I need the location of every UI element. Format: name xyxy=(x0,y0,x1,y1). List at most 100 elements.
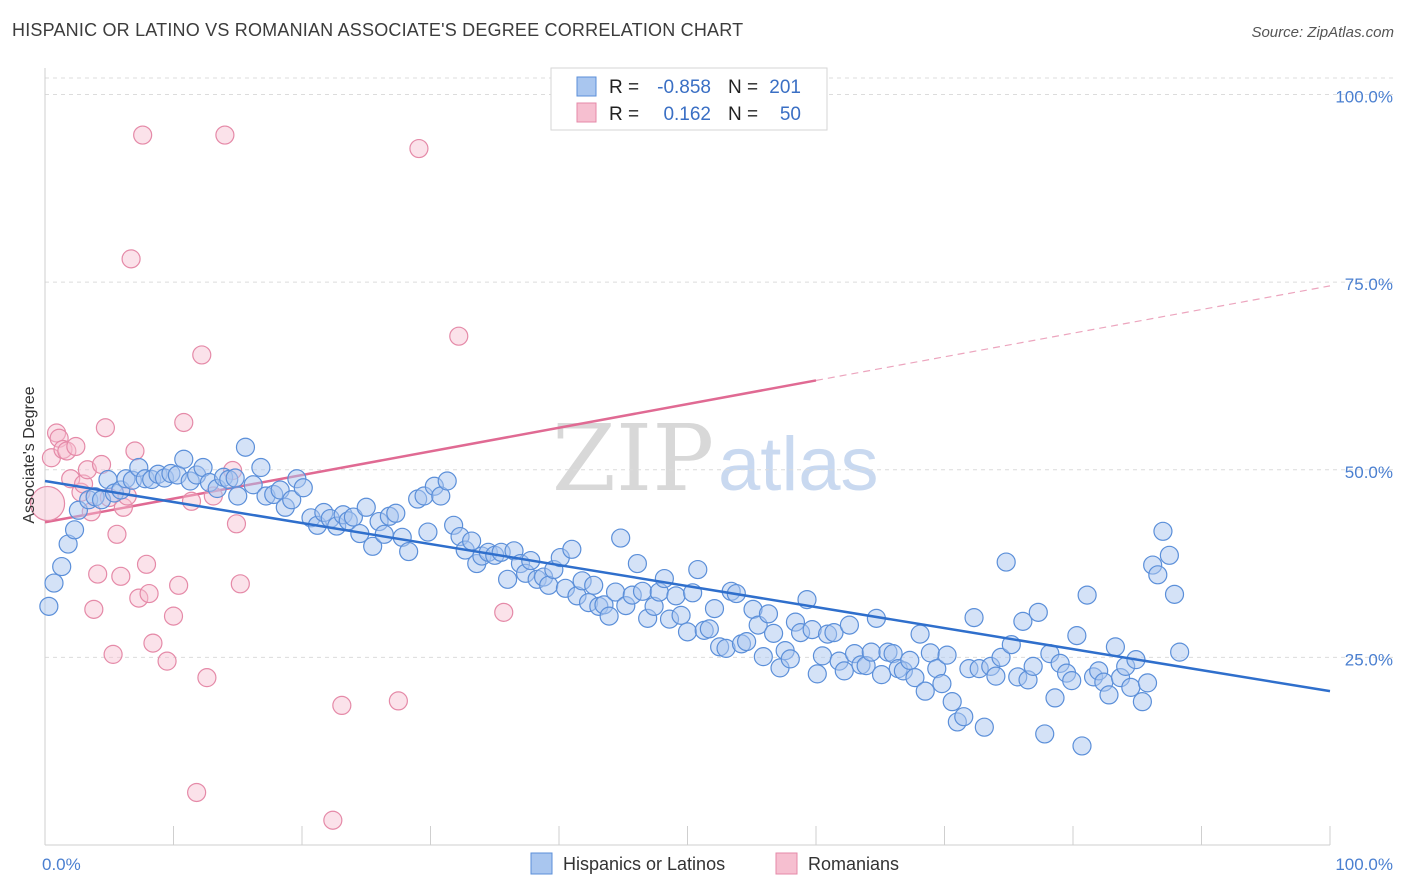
hispanics-point-156 xyxy=(954,707,974,727)
hispanics-point-110 xyxy=(704,598,725,619)
hispanics-point-193 xyxy=(1153,521,1173,541)
romanians-point-27 xyxy=(139,583,159,604)
hispanics-point-51 xyxy=(363,536,383,556)
romanians-point-18 xyxy=(107,524,127,544)
romanians-point-15 xyxy=(95,418,115,438)
hispanics-point-91 xyxy=(599,606,619,626)
hispanics-point-57 xyxy=(399,541,419,562)
hispanics-point-30 xyxy=(228,486,248,506)
romanians-point-7 xyxy=(66,436,86,457)
hispanics-point-48 xyxy=(343,507,363,527)
romanians-point-33 xyxy=(181,491,202,511)
hispanics-point-0 xyxy=(39,596,59,616)
legend-n-label-pink: N = xyxy=(728,104,758,125)
hispanics-point-167 xyxy=(1013,611,1033,631)
hispanics-point-50 xyxy=(356,497,376,517)
romanians-point-32 xyxy=(174,412,194,433)
hispanics-point-147 xyxy=(905,668,925,688)
legend-swatch-blue xyxy=(576,76,597,97)
hispanics-point-170 xyxy=(1028,602,1048,622)
hispanics-point-195 xyxy=(1164,584,1185,604)
legend-n-label-blue: N = xyxy=(728,77,758,98)
hispanics-points xyxy=(39,437,1190,756)
hispanics-point-177 xyxy=(1067,626,1087,646)
romanians-point-43 xyxy=(332,695,352,716)
romanians-points xyxy=(29,84,749,830)
chart-title: HISPANIC OR LATINO VS ROMANIAN ASSOCIATE… xyxy=(12,20,744,40)
hispanics-point-116 xyxy=(737,632,757,652)
axes xyxy=(44,68,1331,846)
romanians-point-0 xyxy=(29,485,66,522)
y-axis-title: Associate's Degree xyxy=(21,386,38,523)
hispanics-point-21 xyxy=(174,449,194,469)
romanians-point-41 xyxy=(230,574,250,594)
hispanics-point-192 xyxy=(1148,565,1168,585)
romanians-point-42 xyxy=(323,810,343,830)
romanians-point-13 xyxy=(88,564,108,584)
hispanics-point-152 xyxy=(932,674,952,694)
romanians-point-44 xyxy=(388,691,408,711)
romanians-point-26 xyxy=(136,554,157,574)
romanians-point-36 xyxy=(197,668,217,688)
romanians-point-12 xyxy=(84,599,104,619)
romanians-point-29 xyxy=(157,651,177,671)
watermark-zip: ZIP xyxy=(552,405,714,512)
hispanics-point-107 xyxy=(688,559,708,580)
hispanics-point-60 xyxy=(418,522,438,542)
hispanics-point-176 xyxy=(1062,671,1082,691)
x-tick-labels: 0.0% 100.0% xyxy=(42,855,1393,874)
hispanics-point-148 xyxy=(910,624,930,644)
hispanics-point-93 xyxy=(611,528,631,548)
romanians-point-35 xyxy=(192,345,212,365)
legend-n-value-pink: 50 xyxy=(780,104,801,125)
hispanics-point-109 xyxy=(699,619,719,639)
romanians-point-24 xyxy=(129,588,149,608)
romanians-point-30 xyxy=(163,606,184,626)
hispanics-point-84 xyxy=(562,539,582,559)
romanians-point-10 xyxy=(77,460,98,480)
legend-r-value-pink: 0.162 xyxy=(663,104,711,125)
bottom-legend-label-blue: Hispanics or Latinos xyxy=(563,854,725,874)
legend-n-value-blue: 201 xyxy=(769,77,801,98)
hispanics-point-134 xyxy=(834,661,854,681)
hispanics-point-149 xyxy=(915,681,935,701)
hispanics-point-1 xyxy=(44,573,64,593)
romanians-point-40 xyxy=(226,514,247,534)
hispanics-point-73 xyxy=(498,569,518,589)
hispanics-point-129 xyxy=(807,664,827,684)
legend-r-label-blue: R = xyxy=(609,77,639,98)
hispanics-point-105 xyxy=(677,622,698,642)
romanians-point-28 xyxy=(143,633,163,653)
hispanics-point-163 xyxy=(991,647,1011,667)
hispanics-point-135 xyxy=(839,615,860,635)
hispanics-point-4 xyxy=(64,520,85,540)
legend-r-value-blue: -0.858 xyxy=(657,77,711,98)
romanians-point-38 xyxy=(215,125,235,145)
hispanics-point-119 xyxy=(753,647,773,667)
hispanics-point-179 xyxy=(1077,585,1097,605)
hispanics-point-124 xyxy=(780,649,800,669)
hispanics-point-31 xyxy=(235,437,256,457)
hispanics-point-104 xyxy=(671,605,691,625)
legend-swatch-pink xyxy=(576,102,597,123)
hispanics-point-178 xyxy=(1072,736,1092,756)
bottom-legend-swatch-blue xyxy=(530,852,553,875)
hispanics-point-154 xyxy=(942,692,962,712)
source-label: Source: ZipAtlas.com xyxy=(1251,24,1394,41)
hispanics-point-158 xyxy=(964,608,984,628)
hispanics-point-171 xyxy=(1035,724,1055,744)
romanians-trend-line xyxy=(44,285,1331,524)
romanians-point-23 xyxy=(125,441,145,461)
hispanics-point-121 xyxy=(763,623,784,643)
hispanics-point-97 xyxy=(632,581,653,601)
hispanics-trend-solid xyxy=(44,479,1331,693)
hispanics-point-173 xyxy=(1045,688,1065,708)
bottom-legend-label-pink: Romanians xyxy=(808,854,899,874)
hispanics-point-160 xyxy=(974,717,994,737)
romanians-point-25 xyxy=(133,125,153,145)
hispanics-point-33 xyxy=(251,457,271,478)
y-tick-label-0: 25.0% xyxy=(1345,650,1393,669)
romanians-trend-solid xyxy=(44,379,817,524)
hispanics-point-88 xyxy=(584,575,604,595)
hispanics-point-63 xyxy=(437,471,457,491)
